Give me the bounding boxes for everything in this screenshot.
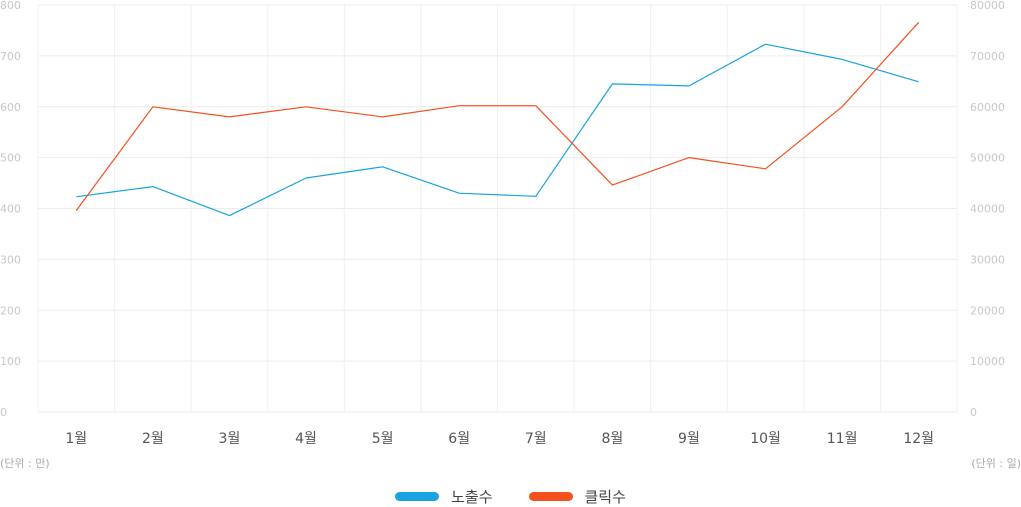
series-line-impressions [76, 43, 919, 217]
right-tick-label: 20000 [970, 304, 1005, 317]
right-tick-label: 0 [970, 406, 977, 419]
right-tick-label: 70000 [970, 50, 1005, 63]
x-tick-label: 5월 [372, 431, 394, 447]
left-tick-label: 200 [0, 304, 21, 317]
legend-item-clicks[interactable]: 클릭수 [528, 486, 626, 507]
right-unit-label: (단위 : 일) [971, 456, 1021, 470]
x-tick-label: 8월 [601, 431, 623, 447]
right-tick-label: 10000 [970, 355, 1005, 368]
left-unit-label: (단위 : 만) [0, 457, 50, 470]
right-tick-label: 40000 [970, 203, 1005, 216]
x-tick-label: 6월 [448, 431, 470, 447]
legend-swatch-impressions [395, 492, 440, 501]
right-tick-label: 60000 [970, 101, 1005, 114]
x-tick-label: 2월 [142, 431, 164, 447]
legend: 노출수 클릭수 [0, 486, 1021, 507]
left-tick-label: 500 [0, 152, 21, 165]
x-tick-label: 9월 [678, 431, 700, 447]
right-tick-label: 30000 [970, 253, 1005, 266]
left-tick-label: 100 [0, 355, 21, 368]
x-tick-label: 3월 [219, 431, 241, 447]
line-chart: 0 100 200 300 400 500 600 700 800 0 10000 20000 300… [0, 0, 1021, 470]
right-axis: 0 10000 20000 30000 40000 50000 60000 70000 8000… [970, 0, 1005, 419]
x-tick-label: 7월 [525, 431, 547, 447]
right-tick-label: 50000 [970, 152, 1005, 165]
series-line-clicks [75, 21, 920, 211]
x-axis: 1월 2월 3월 4월 5월 6월 7월 8월 9월 10월 11월 12월 [65, 431, 934, 447]
x-tick-label: 4월 [295, 431, 317, 447]
left-axis: 0 100 200 300 400 500 600 700 800 [0, 0, 21, 419]
legend-label-impressions: 노출수 [451, 488, 493, 506]
left-tick-label: 800 [0, 0, 21, 12]
x-tick-label: 12월 [903, 431, 934, 447]
grid-lines [37, 4, 958, 413]
legend-swatch-clicks [528, 492, 573, 501]
left-tick-label: 400 [0, 203, 21, 216]
legend-label-clicks: 클릭수 [584, 488, 626, 506]
left-tick-label: 600 [0, 101, 21, 114]
left-tick-label: 0 [0, 406, 7, 419]
left-tick-label: 700 [0, 50, 21, 63]
right-tick-label: 80000 [970, 0, 1005, 12]
series-lines [75, 21, 920, 217]
x-tick-label: 11월 [827, 431, 858, 447]
x-tick-label: 10월 [750, 431, 781, 447]
left-tick-label: 300 [0, 253, 21, 266]
x-tick-label: 1월 [65, 431, 87, 447]
legend-item-impressions[interactable]: 노출수 [395, 486, 493, 507]
